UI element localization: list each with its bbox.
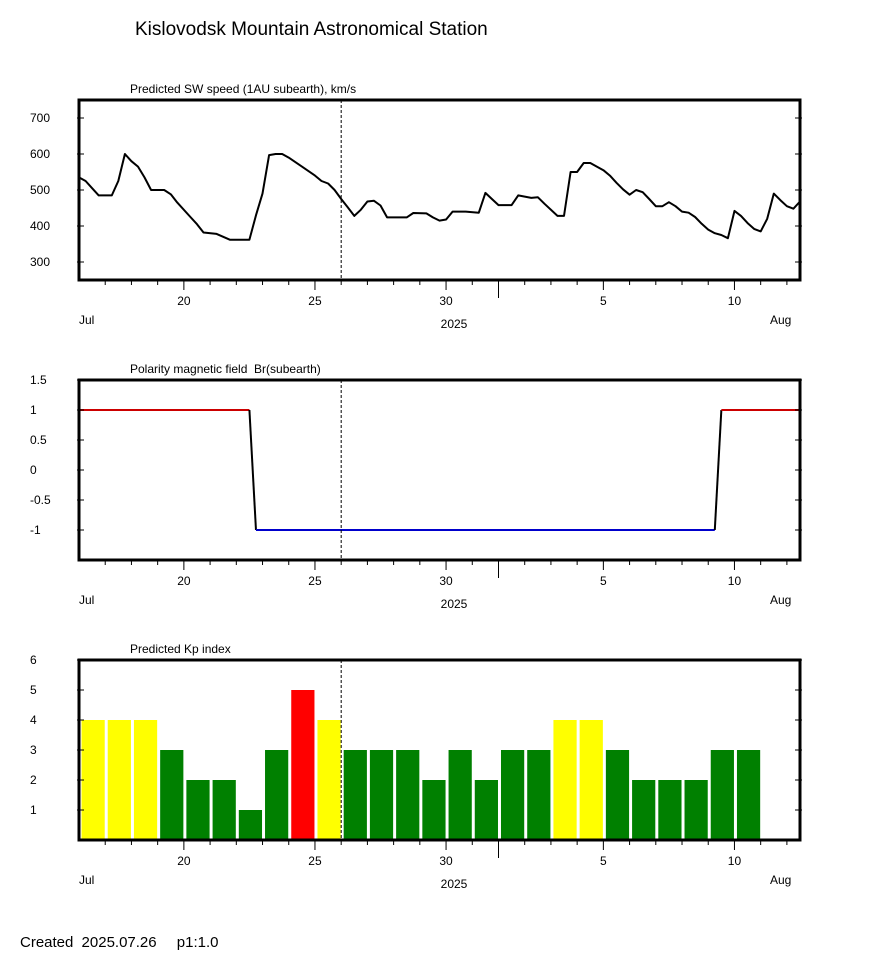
- kp-bar: [736, 750, 761, 840]
- x-tick-label: 20: [177, 854, 191, 868]
- kp-bar: [160, 750, 184, 840]
- y-tick-label: 6: [30, 653, 37, 667]
- y-tick-label: 4: [30, 713, 37, 727]
- kp-bar: [527, 750, 551, 840]
- x-month-label-right: Aug: [770, 873, 791, 887]
- x-month-label-right: Aug: [770, 313, 791, 327]
- y-tick-label: 300: [30, 255, 50, 269]
- kp-bar: [632, 780, 656, 840]
- x-tick-label: 20: [177, 574, 191, 588]
- polarity-chart: Polarity magnetic field Br(subearth) 1.5…: [30, 362, 802, 611]
- kp-bar: [186, 780, 210, 840]
- kp-bar: [684, 780, 708, 840]
- x-month-label-left: Jul: [79, 313, 94, 327]
- x-month-label-right: Aug: [770, 593, 791, 607]
- kp-bar: [343, 750, 367, 840]
- page-label: p1:1.0: [176, 934, 219, 951]
- kp-bar: [658, 780, 682, 840]
- plot-frame: [77, 378, 802, 562]
- y-tick-label: 2: [30, 773, 37, 787]
- x-tick-label: 5: [600, 294, 607, 308]
- kp-bar: [238, 810, 263, 840]
- footer: Created 2025.07.26 p1:1.0: [20, 934, 223, 951]
- kp-bar: [474, 780, 498, 840]
- y-tick-label: 700: [30, 111, 50, 125]
- kp-bar: [422, 780, 446, 840]
- x-year-label: 2025: [441, 877, 468, 891]
- x-month-label-left: Jul: [79, 593, 94, 607]
- y-tick-label: -1: [30, 523, 41, 537]
- kp-bar: [448, 750, 472, 840]
- y-tick-label: 500: [30, 183, 50, 197]
- kp-bar: [81, 720, 105, 840]
- x-tick-label: 20: [177, 294, 191, 308]
- kp-bar: [265, 750, 289, 840]
- x-tick-label: 25: [308, 294, 322, 308]
- y-tick-label: 1.5: [30, 373, 47, 387]
- x-tick-label: 25: [308, 854, 322, 868]
- kp-bar: [605, 750, 630, 840]
- x-tick-label: 10: [728, 294, 742, 308]
- kp-bar: [396, 750, 420, 840]
- kp-bar: [710, 750, 734, 840]
- sw-speed-chart-title: Predicted SW speed (1AU subearth), km/s: [130, 82, 356, 96]
- y-tick-label: 400: [30, 219, 50, 233]
- kp-bar: [212, 780, 236, 840]
- y-tick-label: 3: [30, 743, 37, 757]
- y-tick-label: 1: [30, 403, 37, 417]
- page-title: Kislovodsk Mountain Astronomical Station: [135, 19, 488, 40]
- y-tick-label: 0.5: [30, 433, 47, 447]
- x-tick-label: 30: [439, 854, 453, 868]
- kp-bar: [553, 720, 577, 840]
- sw-speed-chart: Predicted SW speed (1AU subearth), km/s …: [30, 82, 802, 331]
- polarity-transition: [713, 409, 723, 531]
- kp-index-chart-title: Predicted Kp index: [130, 642, 231, 656]
- x-tick-label: 30: [439, 574, 453, 588]
- kp-bar: [317, 720, 341, 840]
- y-tick-label: -0.5: [30, 493, 51, 507]
- polarity-chart-title: Polarity magnetic field Br(subearth): [130, 362, 321, 376]
- kp-bar: [291, 690, 315, 840]
- x-tick-label: 30: [439, 294, 453, 308]
- y-tick-label: 600: [30, 147, 50, 161]
- created-date: 2025.07.26: [81, 934, 157, 951]
- kp-bar: [107, 720, 131, 840]
- kp-bar: [579, 720, 603, 840]
- x-year-label: 2025: [441, 597, 468, 611]
- x-tick-label: 5: [600, 574, 607, 588]
- kp-bar: [133, 720, 158, 840]
- x-tick-label: 10: [728, 854, 742, 868]
- x-tick-label: 5: [600, 854, 607, 868]
- x-tick-label: 10: [728, 574, 742, 588]
- y-tick-label: 0: [30, 463, 37, 477]
- kp-bar: [500, 750, 525, 840]
- y-tick-label: 1: [30, 803, 37, 817]
- polarity-transition: [248, 409, 257, 531]
- x-month-label-left: Jul: [79, 873, 94, 887]
- kp-bar: [369, 750, 394, 840]
- x-year-label: 2025: [441, 317, 468, 331]
- sw-speed-line: [78, 153, 801, 241]
- x-tick-label: 25: [308, 574, 322, 588]
- y-tick-label: 5: [30, 683, 37, 697]
- plot-frame: [77, 98, 802, 282]
- created-label: Created: [20, 934, 74, 951]
